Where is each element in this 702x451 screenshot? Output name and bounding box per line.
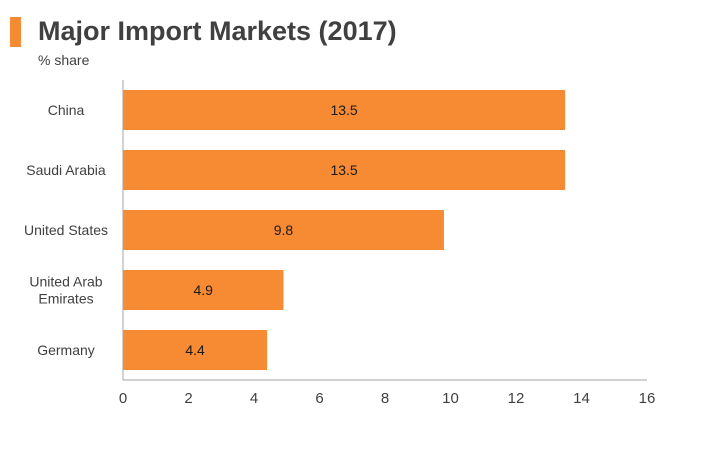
- x-tick-label: 0: [119, 390, 127, 407]
- x-tick-label: 2: [184, 390, 192, 407]
- x-tick-labels-layer: 0 2 4 6 8 10 12 14 16: [119, 390, 656, 407]
- data-label: 4.4: [185, 342, 205, 358]
- category-label: United States: [24, 222, 108, 238]
- x-tick-label: 10: [442, 390, 459, 407]
- data-label: 13.5: [330, 102, 357, 118]
- x-tick-label: 6: [315, 390, 323, 407]
- bar: [123, 150, 566, 190]
- bar: [123, 90, 566, 130]
- x-tick-label: 14: [573, 390, 590, 407]
- data-labels-layer: 13.5 13.5 9.8 4.9 4.4: [185, 102, 358, 358]
- bar: [123, 210, 444, 250]
- bar: [123, 270, 284, 310]
- category-label: Saudi Arabia: [26, 162, 106, 178]
- chart-title: Major Import Markets (2017): [38, 16, 397, 46]
- category-label: China: [48, 102, 85, 118]
- x-tick-label: 12: [508, 390, 525, 407]
- category-label: United Arab Emirates: [29, 274, 102, 307]
- x-tick-label: 16: [639, 390, 656, 407]
- x-tick-label: 4: [250, 390, 258, 407]
- bar: [123, 330, 268, 370]
- chart-subtitle: % share: [38, 52, 90, 68]
- bars-layer: [123, 90, 566, 370]
- data-label: 9.8: [274, 222, 294, 238]
- x-tick-label: 8: [381, 390, 389, 407]
- data-label: 4.9: [194, 282, 214, 298]
- data-label: 13.5: [330, 162, 357, 178]
- title-accent-bar: [10, 17, 21, 47]
- category-labels-layer: China Saudi Arabia United States United Ara…: [24, 102, 108, 358]
- category-label: Germany: [37, 342, 95, 358]
